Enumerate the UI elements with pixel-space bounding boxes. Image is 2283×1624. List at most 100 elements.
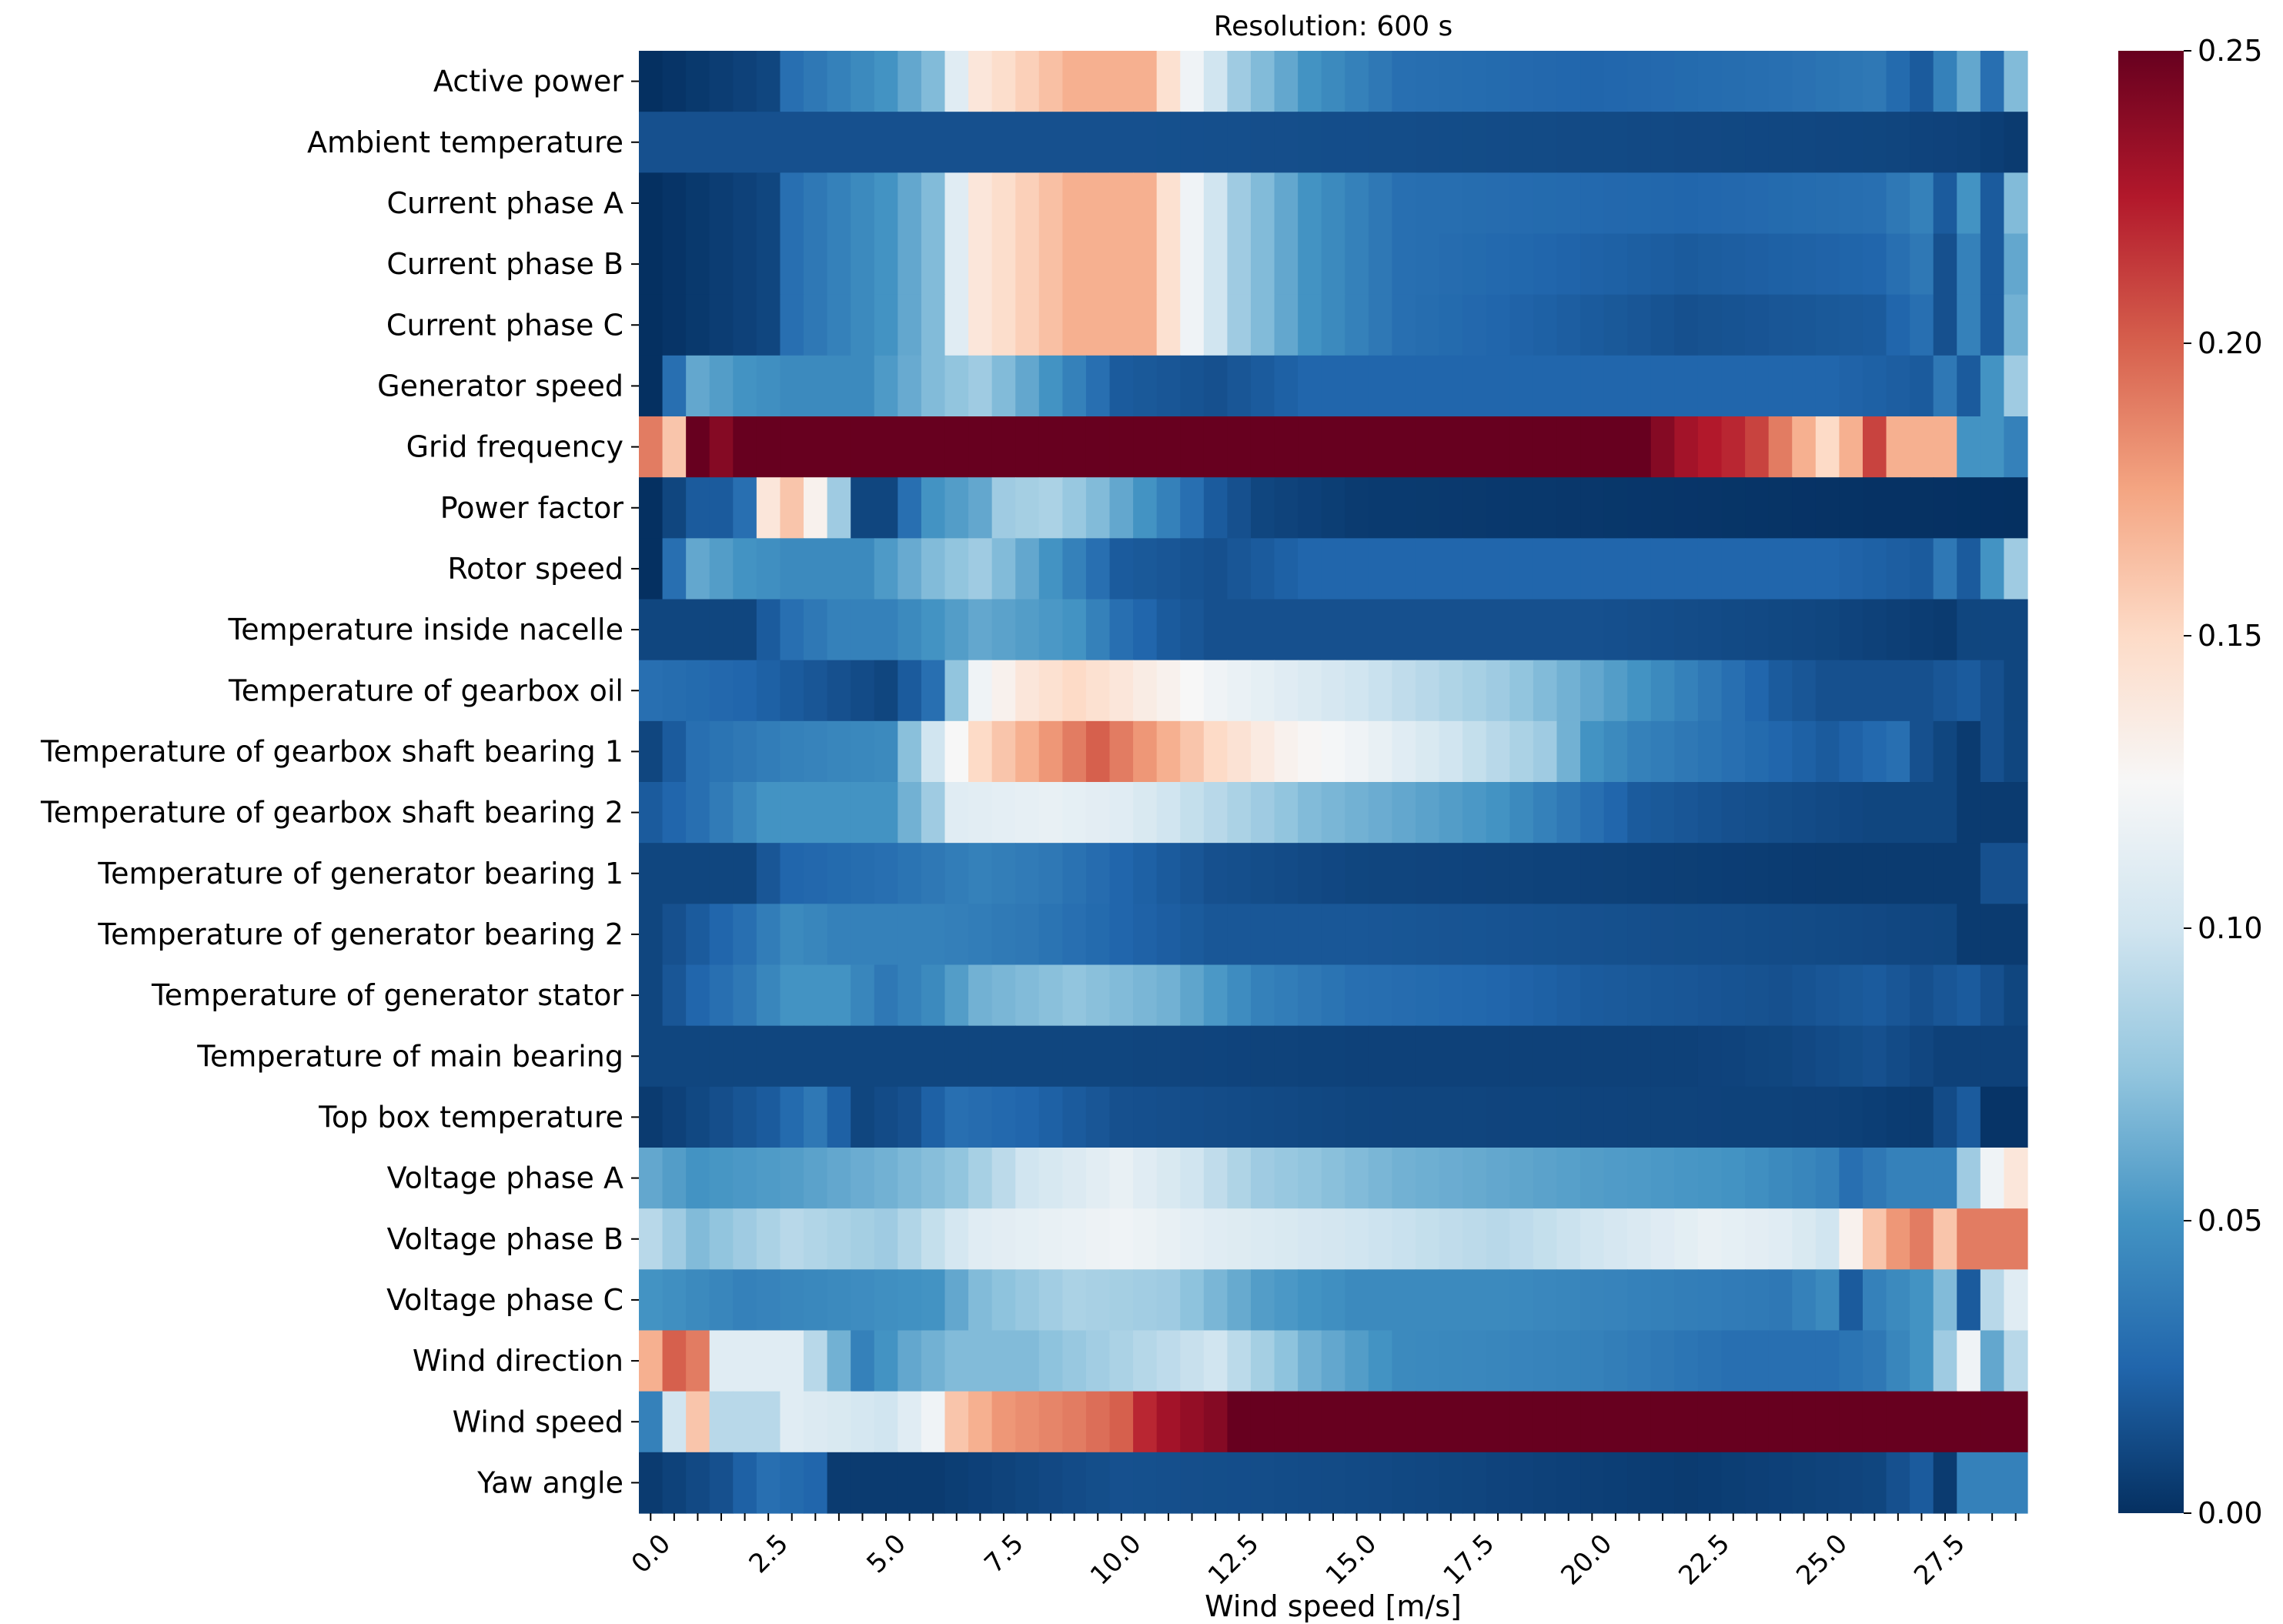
heatmap-cell: [1439, 1391, 1463, 1453]
heatmap-cell: [1533, 1452, 1558, 1514]
heatmap-cell: [686, 51, 710, 112]
heatmap-cell: [733, 112, 757, 173]
heatmap-cell: [1556, 294, 1581, 356]
heatmap-cell: [804, 51, 828, 112]
heatmap-cell: [991, 1269, 1016, 1332]
heatmap-cell: [1509, 904, 1534, 966]
heatmap-cell: [662, 904, 687, 966]
heatmap-cell: [662, 51, 687, 112]
heatmap-cell: [1862, 294, 1887, 356]
heatmap-cell: [1392, 112, 1416, 173]
heatmap-cell: [1862, 720, 1887, 783]
heatmap-cell: [1274, 599, 1299, 661]
heatmap-cell: [1839, 416, 1864, 478]
heatmap-cell: [1768, 599, 1793, 661]
heatmap-cell: [1886, 1391, 1910, 1453]
heatmap-cell: [1509, 172, 1534, 235]
heatmap-cell: [1462, 782, 1487, 844]
heatmap-cell: [1439, 477, 1463, 539]
heatmap-cell: [1156, 1269, 1181, 1332]
heatmap-cell: [1227, 112, 1252, 173]
heatmap-cell: [1957, 51, 1981, 112]
heatmap-cell: [1203, 1208, 1228, 1270]
heatmap-cell: [1203, 782, 1228, 844]
row-labels: Active power Ambient temperature Current p…: [40, 65, 639, 1499]
heatmap-cell: [1745, 782, 1770, 844]
heatmap-cell: [780, 416, 804, 478]
heatmap-cell: [1227, 782, 1252, 844]
heatmap-cell: [1085, 843, 1111, 904]
heatmap-cell: [991, 599, 1016, 661]
heatmap-cell: [733, 233, 757, 296]
heatmap-cell: [1839, 782, 1864, 844]
heatmap-cell: [756, 355, 781, 417]
heatmap-cell: [804, 477, 828, 539]
heatmap-cell: [709, 843, 734, 904]
heatmap-row: [639, 1391, 2028, 1453]
heatmap-cell: [733, 355, 757, 417]
heatmap-cell: [686, 1208, 710, 1270]
heatmap-cell: [804, 112, 828, 173]
heatmap-cell: [1156, 1025, 1181, 1088]
heatmap-cell: [851, 843, 875, 904]
heatmap-cell: [780, 904, 804, 966]
heatmap-cell: [1486, 355, 1510, 417]
heatmap-cell: [1156, 1330, 1181, 1392]
heatmap-cell: [1556, 720, 1581, 783]
heatmap-cell: [2004, 599, 2028, 661]
heatmap-cell: [1085, 1025, 1111, 1088]
heatmap-cell: [944, 233, 969, 296]
heatmap-cell: [897, 782, 922, 844]
heatmap-cell: [897, 1330, 922, 1392]
heatmap-cell: [1250, 1086, 1275, 1148]
heatmap-cell: [968, 1148, 993, 1209]
heatmap-cell: [944, 51, 969, 112]
heatmap-cell: [1015, 112, 1040, 173]
heatmap-cell: [1745, 1269, 1770, 1332]
heatmap-cell: [1416, 1208, 1440, 1270]
heatmap-cell: [1486, 1269, 1510, 1332]
heatmap-cell: [851, 477, 875, 539]
heatmap-cell: [1203, 1086, 1228, 1148]
heatmap-cell: [1486, 660, 1510, 722]
heatmap-cell: [1721, 1269, 1746, 1332]
heatmap-cell: [1792, 843, 1817, 904]
heatmap-cell: [1203, 51, 1228, 112]
heatmap-cell: [874, 904, 898, 966]
heatmap-cell: [874, 599, 898, 661]
heatmap-cell: [1062, 1452, 1087, 1514]
heatmap-cell: [1792, 1086, 1817, 1148]
heatmap-cell: [1862, 1208, 1887, 1270]
heatmap-cell: [1274, 355, 1299, 417]
heatmap-cell: [1768, 172, 1793, 235]
heatmap-cell: [780, 294, 804, 356]
heatmap-cell: [1792, 416, 1817, 478]
heatmap-cell: [662, 1452, 687, 1514]
heatmap-cell: [1933, 1148, 1957, 1209]
heatmap-cell: [1792, 1025, 1817, 1088]
heatmap-cell: [1980, 599, 2005, 661]
heatmap-cell: [1886, 964, 1910, 1027]
row-label: Power factor: [440, 491, 624, 525]
heatmap-cell: [1933, 233, 1957, 296]
heatmap-cell: [1556, 172, 1581, 235]
heatmap-cell: [1227, 172, 1252, 235]
heatmap-cell: [1792, 477, 1817, 539]
heatmap-cell: [1556, 964, 1581, 1027]
heatmap-cell: [874, 964, 898, 1027]
heatmap-cell: [662, 964, 687, 1027]
heatmap-cell: [2004, 720, 2028, 783]
heatmap-cell: [1462, 1208, 1487, 1270]
heatmap-cell: [1462, 1086, 1487, 1148]
heatmap-cell: [1085, 1208, 1111, 1270]
heatmap-cell: [1321, 1452, 1345, 1514]
heatmap-cell: [1085, 233, 1111, 296]
heatmap-cell: [1603, 1452, 1628, 1514]
heatmap-cell: [1416, 294, 1440, 356]
heatmap-cell: [1957, 233, 1981, 296]
heatmap-cell: [1392, 538, 1416, 600]
heatmap-cell: [780, 1148, 804, 1209]
heatmap-cell: [1133, 660, 1158, 722]
heatmap-cell: [1650, 233, 1675, 296]
heatmap-cell: [1085, 1148, 1111, 1209]
